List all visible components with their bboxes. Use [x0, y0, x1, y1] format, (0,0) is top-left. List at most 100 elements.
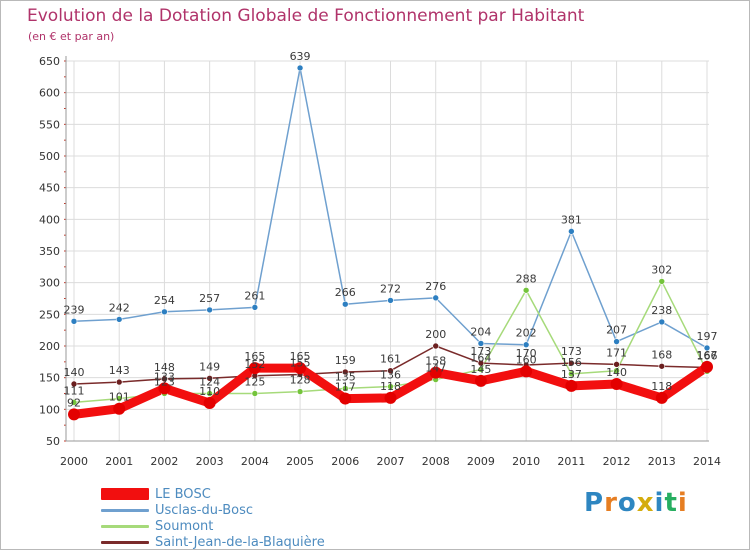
data-point[interactable]: [703, 344, 711, 352]
data-point[interactable]: [70, 399, 78, 406]
data-point[interactable]: [294, 362, 307, 375]
proxiti-logo: Proxiti: [584, 488, 688, 518]
data-label: 165: [244, 350, 265, 363]
data-label: 117: [335, 381, 356, 394]
data-label: 276: [425, 280, 446, 293]
data-point[interactable]: [655, 391, 668, 404]
data-point[interactable]: [251, 390, 259, 397]
data-label: 204: [470, 325, 491, 338]
data-label: 197: [697, 330, 718, 343]
data-point[interactable]: [568, 370, 575, 378]
legend-label: LE BOSC: [155, 486, 211, 502]
data-point[interactable]: [658, 318, 666, 326]
data-point[interactable]: [115, 316, 123, 323]
data-point[interactable]: [474, 374, 487, 387]
data-label: 143: [109, 364, 130, 377]
data-point[interactable]: [701, 360, 713, 373]
data-point[interactable]: [251, 304, 259, 311]
data-label: 136: [380, 369, 401, 382]
data-point[interactable]: [161, 375, 168, 383]
logo-letter: t: [664, 488, 678, 518]
data-point[interactable]: [206, 306, 213, 314]
data-label: 147: [425, 362, 446, 375]
data-point[interactable]: [477, 340, 485, 347]
data-point[interactable]: [341, 300, 349, 308]
data-point[interactable]: [522, 341, 530, 349]
data-point[interactable]: [432, 294, 440, 302]
data-point[interactable]: [658, 278, 666, 285]
data-point[interactable]: [70, 317, 78, 325]
data-point[interactable]: [613, 338, 620, 345]
data-point[interactable]: [248, 362, 261, 375]
legend: LE BOSC Usclas-du-Bosc Soumont Saint-Jea…: [101, 486, 325, 550]
data-label: 302: [651, 263, 672, 276]
data-label: 145: [470, 363, 491, 376]
data-point[interactable]: [384, 391, 397, 404]
data-point[interactable]: [658, 362, 666, 370]
x-tick-label: 2002: [150, 455, 178, 468]
y-tick-label: 350: [39, 245, 60, 258]
data-point[interactable]: [203, 397, 216, 409]
legend-item-le-bosc[interactable]: LE BOSC: [101, 486, 325, 502]
data-label: 639: [290, 50, 311, 63]
data-point[interactable]: [339, 392, 352, 405]
data-point[interactable]: [206, 374, 213, 382]
data-label: 155: [290, 357, 311, 370]
legend-label: Usclas-du-Bosc: [155, 502, 253, 518]
legend-swatch: [101, 488, 149, 500]
data-point[interactable]: [341, 368, 349, 376]
data-label: 167: [697, 349, 718, 362]
data-point[interactable]: [341, 385, 349, 392]
legend-item-saint-jean-de-la-blaquiere[interactable]: Saint-Jean-de-la-Blaquière: [101, 534, 325, 550]
data-point[interactable]: [568, 228, 575, 235]
data-label: 133: [154, 370, 175, 383]
data-point[interactable]: [161, 308, 168, 316]
data-label: 128: [290, 374, 311, 387]
logo-letter: x: [636, 488, 655, 518]
data-point[interactable]: [70, 380, 78, 388]
legend-swatch: [101, 540, 149, 544]
data-point[interactable]: [115, 378, 123, 386]
y-tick-label: 400: [39, 213, 60, 226]
data-point[interactable]: [613, 361, 620, 368]
logo-letter: P: [584, 488, 605, 518]
data-point[interactable]: [206, 390, 213, 397]
y-tick-label: 150: [39, 372, 60, 385]
data-point[interactable]: [613, 367, 620, 375]
data-label: 170: [516, 347, 537, 360]
data-point[interactable]: [610, 378, 623, 390]
data-point[interactable]: [432, 342, 440, 350]
data-label: 242: [109, 301, 130, 314]
data-point[interactable]: [387, 383, 394, 390]
data-point[interactable]: [522, 286, 530, 294]
data-point[interactable]: [296, 64, 304, 72]
data-point[interactable]: [429, 366, 442, 379]
data-point[interactable]: [387, 297, 394, 304]
data-label: 111: [64, 384, 85, 397]
data-point[interactable]: [565, 379, 578, 392]
data-point[interactable]: [477, 359, 485, 367]
data-label: 123: [154, 376, 175, 389]
data-label: 254: [154, 294, 175, 307]
data-label: 137: [561, 368, 582, 381]
data-label: 148: [154, 361, 175, 374]
data-point[interactable]: [520, 365, 533, 378]
data-point[interactable]: [296, 388, 304, 395]
data-point[interactable]: [568, 359, 575, 367]
data-label: 261: [244, 289, 265, 302]
data-point[interactable]: [387, 367, 394, 375]
legend-item-soumont[interactable]: Soumont: [101, 518, 325, 534]
data-point[interactable]: [113, 402, 126, 415]
legend-item-usclas-du-bosc[interactable]: Usclas-du-Bosc: [101, 502, 325, 518]
data-point[interactable]: [477, 366, 485, 373]
data-point[interactable]: [115, 395, 123, 402]
data-point[interactable]: [68, 408, 80, 421]
data-label: 266: [335, 286, 356, 299]
data-label: 238: [651, 304, 672, 317]
data-point[interactable]: [158, 382, 171, 395]
data-label: 173: [470, 345, 491, 358]
data-label: 118: [380, 380, 401, 393]
data-label: 156: [561, 356, 582, 369]
data-label: 160: [516, 353, 537, 366]
data-label: 125: [244, 376, 265, 389]
